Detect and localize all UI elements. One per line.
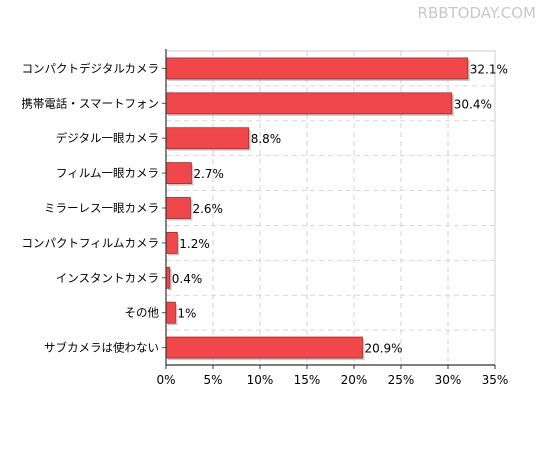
x-tick-label: 30% xyxy=(435,373,462,387)
bar xyxy=(165,231,178,254)
bar xyxy=(165,127,250,150)
category-label: サブカメラは使わない xyxy=(44,341,159,355)
watermark-text: RBBTODAY.COM xyxy=(417,4,536,22)
category-label: インスタントカメラ xyxy=(56,271,159,285)
bar xyxy=(165,92,453,115)
data-label: 30.4% xyxy=(454,97,492,111)
category-label: コンパクトデジタルカメラ xyxy=(22,61,159,75)
category-label: フィルム一眼カメラ xyxy=(56,166,159,180)
data-label: 0.4% xyxy=(172,272,203,286)
data-label: 1.2% xyxy=(179,237,210,251)
bar xyxy=(165,336,363,359)
data-label: 8.8% xyxy=(251,132,282,146)
data-label: 20.9% xyxy=(364,342,402,356)
data-label: 2.6% xyxy=(192,202,223,216)
data-label: 32.1% xyxy=(470,62,508,76)
x-tick-label: 20% xyxy=(341,373,368,387)
category-label: デジタル一眼カメラ xyxy=(56,131,159,145)
x-tick-label: 15% xyxy=(294,373,321,387)
x-tick-label: 25% xyxy=(388,373,415,387)
bar xyxy=(165,197,191,219)
x-tick-label: 0% xyxy=(156,373,175,387)
category-label: 携帯電話・スマートフォン xyxy=(21,96,159,110)
x-tick-label: 10% xyxy=(247,373,274,387)
bar xyxy=(165,162,192,185)
x-tick-label: 35% xyxy=(482,373,509,387)
x-tick-label: 5% xyxy=(203,373,222,387)
category-label: ミラーレス一眼カメラ xyxy=(44,201,159,215)
bar xyxy=(165,57,469,80)
data-label: 2.7% xyxy=(193,167,224,181)
bar xyxy=(165,301,176,324)
data-label: 1% xyxy=(177,307,196,321)
category-label: その他 xyxy=(125,306,160,320)
category-label: コンパクトフィルムカメラ xyxy=(21,236,159,250)
